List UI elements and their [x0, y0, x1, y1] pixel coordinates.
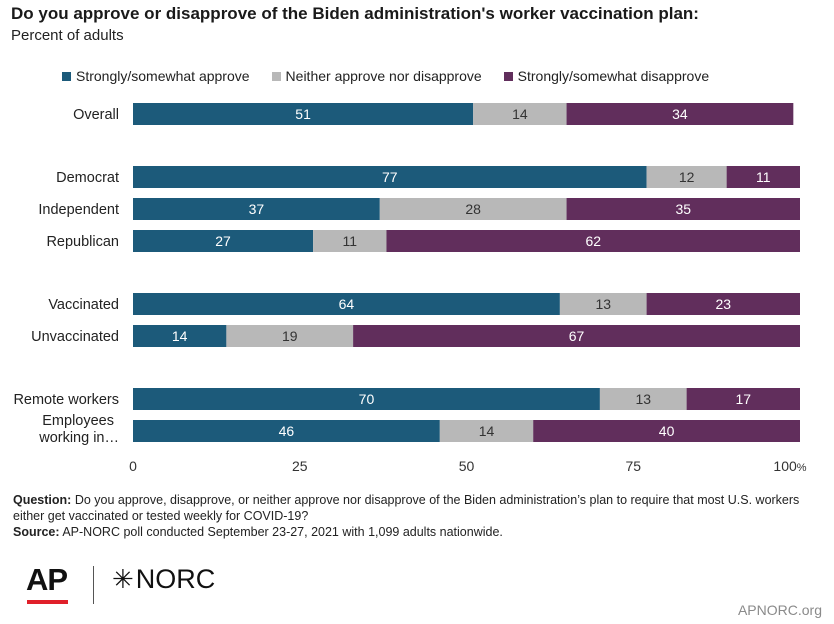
legend-swatch-disapprove [503, 71, 513, 81]
chart-subtitle: Percent of adults [11, 27, 124, 44]
legend-item-disapprove: Strongly/somewhat disapprove [503, 68, 710, 84]
data-label-employees-working-in-series-2: 40 [659, 423, 675, 439]
x-tick-label-75: 75 [625, 458, 641, 474]
website-link[interactable]: APNORC.org [737, 602, 822, 618]
data-label-remote-workers-series-2: 17 [736, 391, 752, 407]
bar-remote-workers-series-0 [133, 388, 600, 410]
category-label-democrat: Democrat [56, 170, 119, 186]
data-label-independent-series-2: 35 [675, 201, 691, 217]
question-text: Do you approve, disapprove, or neither a… [13, 493, 800, 523]
data-label-employees-working-in-series-0: 46 [279, 423, 295, 439]
x-tick-label-50: 50 [459, 458, 475, 474]
data-label-unvaccinated-series-0: 14 [172, 328, 188, 344]
bar-overall-series-2 [566, 103, 794, 125]
bar-republican-series-2 [386, 230, 800, 252]
bar-unvaccinated-series-0 [133, 325, 227, 347]
bar-republican-series-0 [133, 230, 314, 252]
data-label-employees-working-in-series-1: 14 [479, 423, 495, 439]
x-tick-label-0: 0 [129, 458, 137, 474]
bar-democrat-series-2 [726, 166, 800, 188]
bar-employees-working-in-series-0 [133, 420, 440, 442]
chart-footer: Question: Do you approve, disapprove, or… [13, 492, 828, 540]
legend-label-disapprove: Strongly/somewhat disapprove [517, 68, 710, 84]
x-tick-label-100: 100% [773, 458, 806, 474]
footer-question: Question: Do you approve, disapprove, or… [13, 492, 828, 524]
ap-logo-underline [27, 600, 68, 604]
bar-democrat-series-1 [646, 166, 727, 188]
bar-democrat-series-0 [133, 166, 647, 188]
data-label-unvaccinated-series-2: 67 [569, 328, 585, 344]
data-label-republican-series-0: 27 [215, 233, 231, 249]
source-text: AP-NORC poll conducted September 23-27, … [62, 525, 503, 539]
bar-unvaccinated-series-1 [226, 325, 354, 347]
chart-title: Do you approve or disapprove of the Bide… [11, 4, 699, 23]
category-label-unvaccinated: Unvaccinated [31, 329, 119, 345]
question-label: Question: [13, 493, 72, 507]
data-label-unvaccinated-series-1: 19 [282, 328, 298, 344]
bar-overall-series-1 [473, 103, 567, 125]
data-label-republican-series-2: 62 [585, 233, 601, 249]
category-label-remote-workers: Remote workers [13, 392, 119, 408]
bar-unvaccinated-series-2 [353, 325, 800, 347]
data-label-overall-series-1: 14 [512, 106, 528, 122]
legend-swatch-neither [271, 71, 281, 81]
bar-vaccinated-series-1 [559, 293, 647, 315]
legend-item-neither: Neither approve nor disapprove [271, 68, 482, 84]
chart-legend: Strongly/somewhat approve Neither approv… [62, 67, 709, 85]
category-label-independent: Independent [38, 202, 119, 218]
logo-divider [93, 566, 94, 604]
norc-star-icon: ✳ [112, 564, 134, 594]
bar-overall-series-0 [133, 103, 474, 125]
bar-employees-working-in-series-1 [439, 420, 534, 442]
data-label-overall-series-0: 51 [295, 106, 311, 122]
bar-independent-series-2 [566, 198, 800, 220]
data-label-remote-workers-series-1: 13 [635, 391, 651, 407]
data-label-democrat-series-0: 77 [382, 169, 398, 185]
bar-independent-series-1 [379, 198, 567, 220]
category-label-vaccinated: Vaccinated [48, 297, 119, 313]
bar-remote-workers-series-2 [686, 388, 800, 410]
bar-independent-series-0 [133, 198, 380, 220]
category-label-overall: Overall [73, 107, 119, 123]
legend-label-neither: Neither approve nor disapprove [285, 68, 482, 84]
data-label-vaccinated-series-1: 13 [595, 296, 611, 312]
legend-swatch-approve [62, 71, 71, 81]
legend-label-approve: Strongly/somewhat approve [76, 68, 250, 84]
stacked-bar-chart: Overall 51 14 34 Democrat 77 12 11 Independent 37… [13, 103, 807, 474]
bar-vaccinated-series-2 [646, 293, 800, 315]
data-label-republican-series-1: 11 [343, 233, 358, 249]
data-label-democrat-series-1: 12 [679, 169, 695, 185]
bar-employees-working-in-series-2 [533, 420, 800, 442]
norc-logo: ✳ NORC [112, 564, 215, 595]
legend-item-approve: Strongly/somewhat approve [62, 68, 250, 84]
x-tick-label-25: 25 [292, 458, 308, 474]
ap-logo: AP [26, 562, 68, 597]
norc-logo-text: NORC [135, 564, 216, 594]
data-label-democrat-series-2: 11 [756, 169, 771, 185]
footer-source: Source: AP-NORC poll conducted September… [13, 524, 828, 540]
category-label-employees-working-in: Employees working in… [38, 413, 119, 446]
bar-remote-workers-series-1 [599, 388, 687, 410]
data-label-overall-series-2: 34 [672, 106, 688, 122]
source-label: Source: [13, 525, 60, 539]
data-label-vaccinated-series-0: 64 [339, 296, 355, 312]
category-label-republican: Republican [46, 234, 119, 250]
data-label-remote-workers-series-0: 70 [359, 391, 375, 407]
bar-republican-series-1 [313, 230, 387, 252]
data-label-vaccinated-series-2: 23 [716, 296, 732, 312]
bar-vaccinated-series-0 [133, 293, 560, 315]
data-label-independent-series-0: 37 [249, 201, 265, 217]
data-label-independent-series-1: 28 [465, 201, 481, 217]
